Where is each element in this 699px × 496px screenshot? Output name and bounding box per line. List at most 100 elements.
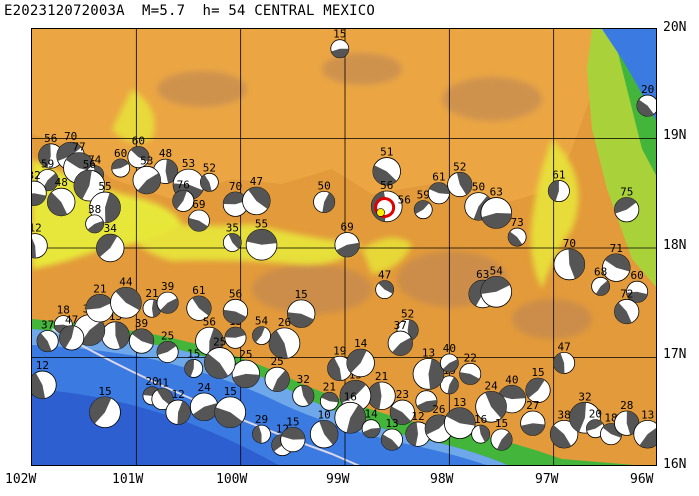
target-event[interactable]: 56 (374, 193, 411, 218)
focal-mechanism[interactable]: 13 (633, 408, 657, 449)
focal-mechanism[interactable]: 72 (614, 287, 640, 325)
focal-mechanism[interactable]: 15 (224, 315, 247, 349)
map-frame[interactable]: 1520567077745932485660604853535276704755… (31, 28, 657, 466)
focal-mechanism[interactable]: 71 (602, 242, 631, 282)
focal-mechanism[interactable]: 21 (319, 380, 339, 411)
focal-mechanism[interactable]: 54 (252, 315, 271, 346)
focal-mechanism[interactable]: 60 (111, 147, 131, 178)
focal-mechanism[interactable]: 12 (165, 388, 191, 425)
focal-mechanism[interactable]: 63 (480, 186, 513, 229)
focal-mechanism[interactable]: 52 (199, 161, 219, 192)
focal-mechanism[interactable]: 10 (309, 408, 339, 449)
focal-mechanism[interactable]: 32 (292, 373, 315, 407)
focal-mechanism[interactable]: 69 (334, 221, 360, 258)
focal-mechanism[interactable]: 54 (480, 264, 513, 308)
depth-label: 29 (255, 413, 268, 426)
focal-mechanism[interactable]: 24 (475, 379, 507, 423)
focal-mechanism[interactable]: 13 (443, 396, 476, 440)
focal-mechanism[interactable]: 60 (127, 135, 150, 169)
focal-mechanism[interactable]: 20 (636, 83, 657, 117)
focal-mechanism[interactable]: 12 (32, 359, 57, 400)
focal-mechanism[interactable]: 50 (313, 179, 336, 214)
focal-mechanism[interactable]: 60 (626, 269, 649, 303)
focal-mechanism[interactable]: 47 (375, 269, 395, 300)
focal-mechanism[interactable]: 56 (38, 132, 64, 169)
focal-mechanism[interactable]: 52 (447, 160, 473, 198)
focal-mechanism[interactable]: 35 (222, 222, 242, 252)
focal-mechanism[interactable]: 15 (525, 366, 551, 403)
focal-mechanism[interactable]: 77 (63, 141, 95, 184)
focal-mechanism[interactable]: 69 (187, 198, 210, 232)
focal-mechanism[interactable]: 34 (96, 222, 125, 263)
focal-mechanism[interactable]: 25 (204, 336, 236, 379)
focal-mechanism[interactable]: 12 (405, 410, 431, 447)
focal-mechanism[interactable]: 15 (280, 415, 306, 453)
focal-mechanism[interactable]: 15 (184, 347, 204, 378)
focal-mechanism[interactable]: 56 (73, 158, 106, 202)
focal-mechanism[interactable]: 21 (367, 370, 396, 411)
focal-mechanism[interactable]: 38 (85, 203, 104, 234)
focal-mechanism[interactable]: 75 (614, 185, 640, 223)
focal-mechanism[interactable]: 47 (59, 314, 85, 351)
focal-mechanism[interactable]: 26 (424, 403, 454, 443)
depth-label: 16 (474, 413, 487, 426)
depth-label: 27 (526, 399, 539, 412)
focal-mechanism[interactable]: 13 (412, 347, 445, 390)
focal-mechanism[interactable]: 32 (569, 390, 601, 434)
depth-label: 47 (378, 269, 391, 282)
focal-mechanism[interactable]: 14 (361, 408, 381, 439)
focal-mechanism[interactable]: 16 (334, 390, 367, 434)
focal-mechanism[interactable]: 37 (36, 318, 59, 353)
focal-mechanism[interactable]: 19 (327, 344, 353, 382)
focal-mechanism[interactable]: 56 (222, 287, 249, 325)
focal-mechanism[interactable]: 29 (252, 413, 271, 444)
focal-mechanism[interactable]: 25 (231, 348, 261, 389)
focal-mechanism[interactable]: 73 (507, 216, 527, 247)
focal-mechanism[interactable]: 15 (286, 288, 316, 328)
focal-mechanism[interactable]: 47 (553, 340, 576, 374)
focal-mechanism[interactable]: 44 (110, 275, 142, 319)
focal-mechanism[interactable]: 59 (413, 189, 433, 220)
focal-mechanism[interactable]: 15 (89, 385, 121, 429)
focal-mechanism[interactable]: 55 (245, 217, 278, 261)
focal-mechanism[interactable]: 32 (32, 169, 47, 206)
focal-mechanism[interactable]: 53 (132, 154, 161, 195)
focal-mechanism[interactable]: 51 (372, 146, 401, 186)
focal-mechanism[interactable]: 12 (32, 222, 48, 259)
focal-mechanism[interactable]: 70 (222, 180, 249, 217)
focal-mechanism[interactable]: 61 (547, 168, 570, 203)
focal-mechanism[interactable]: 70 (553, 237, 586, 281)
depth-label: 41 (156, 377, 169, 390)
lat-label-17n: 17N (663, 347, 687, 362)
focal-mechanism[interactable]: 25 (264, 355, 290, 392)
focal-mechanism[interactable]: 39 (128, 317, 155, 354)
focal-mechanism[interactable]: 21 (85, 282, 115, 323)
focal-mechanism[interactable]: 28 (614, 399, 640, 436)
focal-mechanism[interactable]: 68 (591, 265, 611, 296)
focal-mechanism[interactable]: 24 (189, 381, 219, 421)
focal-mechanism[interactable]: 13 (380, 417, 403, 451)
focal-mechanism[interactable]: 38 (549, 408, 579, 449)
focal-mechanism[interactable]: 76 (172, 178, 195, 212)
focal-mechanism[interactable]: 61 (427, 171, 450, 205)
focal-mechanism[interactable]: 25 (156, 329, 179, 364)
focal-mechanism[interactable]: 37 (387, 319, 413, 356)
beachball-compression (47, 192, 68, 216)
focal-mechanism[interactable]: 26 (268, 316, 301, 360)
focal-mechanism[interactable]: 15 (490, 417, 513, 451)
focal-mechanism[interactable]: 39 (156, 280, 179, 314)
focal-mechanism[interactable]: 16 (471, 413, 491, 444)
focal-mechanism[interactable]: 22 (459, 351, 482, 385)
focal-mechanism[interactable]: 14 (346, 337, 375, 378)
depth-label: 32 (32, 169, 41, 182)
focal-mechanism[interactable]: 48 (47, 176, 76, 217)
focal-mechanism[interactable]: 41 (151, 377, 174, 411)
focal-mechanism[interactable]: 40 (439, 342, 459, 373)
focal-mechanism[interactable]: 20 (586, 408, 605, 439)
focal-mechanism[interactable]: 61 (186, 284, 212, 321)
focal-mechanism[interactable]: 27 (520, 399, 546, 436)
focal-mechanism[interactable]: 47 (242, 175, 271, 216)
focal-mechanism[interactable]: 23 (389, 388, 415, 425)
focal-mechanism[interactable]: 15 (330, 29, 350, 59)
focal-mechanism[interactable]: 15 (214, 385, 247, 429)
